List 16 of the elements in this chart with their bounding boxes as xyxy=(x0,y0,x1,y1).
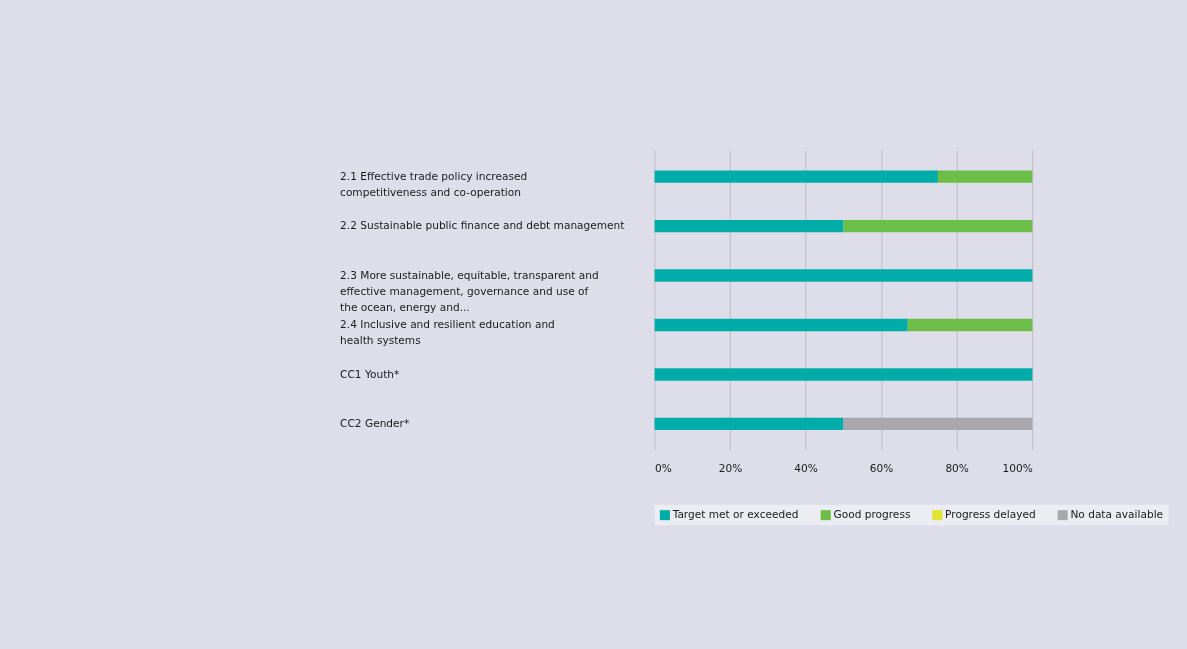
x-tick-label: 20% xyxy=(718,462,743,474)
legend-label: Progress delayed xyxy=(945,508,1036,521)
y-tick-label: CC1 Youth* xyxy=(340,367,400,380)
legend-label: No data available xyxy=(1070,508,1164,521)
x-tick-label: 0% xyxy=(654,462,672,474)
x-tick-label: 60% xyxy=(869,462,894,474)
legend-label: Good progress xyxy=(833,508,911,521)
y-tick-label: CC2 Gender* xyxy=(340,417,410,430)
y-tick-label: 2.4 Inclusive and resilient education and health systems xyxy=(340,318,555,347)
y-tick-label: 2.3 More sustainable, equitable, transparent and effective management, governance and use of the ocean, energy and... xyxy=(340,268,599,314)
x-tick-label: 80% xyxy=(945,462,969,474)
y-tick-label: 2.1 Effective trade policy increased competitiveness and co-operation xyxy=(340,169,528,198)
x-tick-label: 100% xyxy=(1002,462,1033,474)
x-tick-label: 40% xyxy=(794,462,818,474)
legend-label: Target met or exceeded xyxy=(671,508,799,521)
y-tick-label: 2.2 Sustainable public finance and debt management xyxy=(340,219,625,232)
